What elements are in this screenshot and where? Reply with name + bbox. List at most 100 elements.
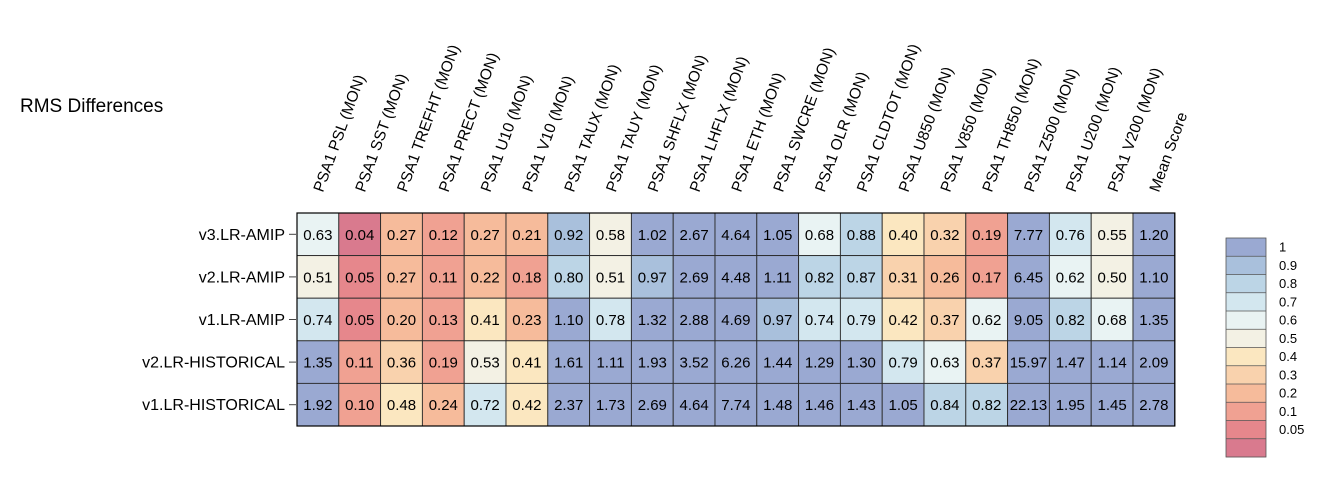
heatmap-cell (505, 212, 549, 257)
heatmap-cell (714, 382, 758, 427)
cell-value: 0.55 (1097, 227, 1126, 244)
heatmap-cell (338, 255, 382, 299)
heatmap-cell (296, 255, 340, 299)
cell-value: 0.51 (303, 269, 332, 286)
cell-value: 0.82 (972, 397, 1001, 414)
cell-value: 7.77 (1014, 227, 1043, 244)
heatmap-cell (1007, 340, 1050, 384)
cell-value: 0.76 (1056, 227, 1085, 244)
legend-tick-label: 0.8 (1279, 276, 1297, 291)
cell-value: 2.69 (638, 397, 667, 414)
heatmap-cell (1048, 340, 1092, 384)
heatmap-cell (380, 297, 423, 342)
legend-tick-label: 1 (1279, 240, 1286, 255)
cell-value: 0.51 (596, 269, 625, 286)
legend-swatch (1226, 274, 1266, 294)
cell-value: 1.45 (1097, 397, 1126, 414)
cell-value: 1.30 (847, 355, 876, 372)
legend-tick-label: 0.3 (1279, 367, 1297, 382)
legend-tick-label: 0.1 (1279, 404, 1297, 419)
heatmap-cell (881, 340, 925, 384)
cell-value: 0.27 (387, 269, 416, 286)
cell-value: 0.20 (387, 312, 416, 329)
heatmap-cell (1048, 297, 1092, 342)
cell-value: 1.05 (888, 397, 917, 414)
heatmap-cell (296, 340, 340, 384)
heatmap-cell (923, 212, 967, 257)
cell-value: 1.35 (303, 355, 332, 372)
heatmap-cell (589, 297, 632, 342)
legend-tick-label: 0.9 (1279, 258, 1297, 273)
cell-value: 0.88 (847, 227, 876, 244)
cell-value: 0.72 (470, 397, 499, 414)
cell-value: 0.36 (387, 355, 416, 372)
heatmap-cell (923, 340, 967, 384)
cell-value: 15.97 (1010, 355, 1048, 372)
cell-value: 0.04 (345, 227, 374, 244)
cell-value: 1.47 (1056, 355, 1085, 372)
row-labels: v3.LR-AMIP v2.LR-AMIP v1.LR-AMIP v2.LR-HIST… (142, 227, 296, 414)
heatmap-cell (1132, 382, 1176, 427)
cell-value: 0.41 (512, 355, 541, 372)
heatmap-cell (839, 382, 883, 427)
cell-value: 0.13 (429, 312, 458, 329)
cell-value: 0.24 (429, 397, 458, 414)
heatmap-cell (756, 297, 800, 342)
heatmap-cell (1007, 255, 1050, 299)
cell-value: 1.11 (764, 269, 792, 286)
heatmap-cell (798, 340, 841, 384)
cell-value: 0.22 (470, 269, 499, 286)
cell-value: 0.21 (512, 227, 541, 244)
cell-value: 0.74 (805, 312, 834, 329)
legend-swatch (1226, 238, 1266, 257)
cell-value: 2.37 (554, 397, 583, 414)
heatmap-cell (672, 212, 716, 257)
legend-tick-label: 0.6 (1279, 313, 1297, 328)
cell-value: 4.69 (721, 312, 750, 329)
heatmap-cells: 0.63 0.04 0.27 0.12 0.27 0.21 0.92 0.58 1.02 2.67… (296, 212, 1176, 427)
heatmap-cell (547, 340, 591, 384)
cell-value: 1.29 (805, 355, 834, 372)
cell-value: 0.63 (930, 355, 959, 372)
heatmap-cell (589, 255, 632, 299)
cell-value: 4.48 (721, 269, 750, 286)
cell-value: 1.44 (763, 355, 792, 372)
cell-value: 4.64 (721, 227, 750, 244)
cell-value: 0.50 (1097, 269, 1126, 286)
heatmap-cell (756, 382, 800, 427)
cell-value: 0.27 (387, 227, 416, 244)
cell-value: 1.61 (554, 355, 583, 372)
heatmap-cell (505, 255, 549, 299)
heatmap-cell (965, 212, 1009, 257)
cell-value: 0.82 (805, 269, 834, 286)
heatmap-cell (1090, 212, 1134, 257)
heatmap-cell (1132, 212, 1176, 257)
cell-value: 1.10 (554, 312, 583, 329)
cell-value: 1.43 (847, 397, 876, 414)
cell-value: 0.97 (638, 269, 667, 286)
heatmap-cell (881, 382, 925, 427)
heatmap-cell (672, 340, 716, 384)
heatmap-cell (1007, 382, 1050, 427)
cell-value: 1.48 (763, 397, 792, 414)
cell-value: 0.42 (888, 312, 917, 329)
color-legend: 1 0.9 0.8 0.7 0.6 0.5 0.4 0.3 0.2 0.1 0.05 (1225, 237, 1304, 458)
legend-tick-label: 0.4 (1279, 349, 1297, 364)
cell-value: 1.02 (638, 227, 667, 244)
cell-value: 1.11 (596, 355, 624, 372)
heatmap-cell (505, 340, 549, 384)
heatmap-cell (1132, 340, 1176, 384)
cell-value: 0.32 (930, 227, 959, 244)
cell-value: 0.42 (512, 397, 541, 414)
heatmap-cell (839, 297, 883, 342)
cell-value: 1.73 (596, 397, 625, 414)
cell-value: 0.58 (596, 227, 625, 244)
heatmap-cell (798, 382, 841, 427)
cell-value: 3.52 (679, 355, 708, 372)
cell-value: 2.88 (679, 312, 708, 329)
heatmap-cell (380, 340, 423, 384)
cell-value: 0.05 (345, 312, 374, 329)
legend-tick-label: 0.2 (1279, 386, 1297, 401)
cell-value: 1.10 (1139, 269, 1168, 286)
cell-value: 2.67 (679, 227, 708, 244)
